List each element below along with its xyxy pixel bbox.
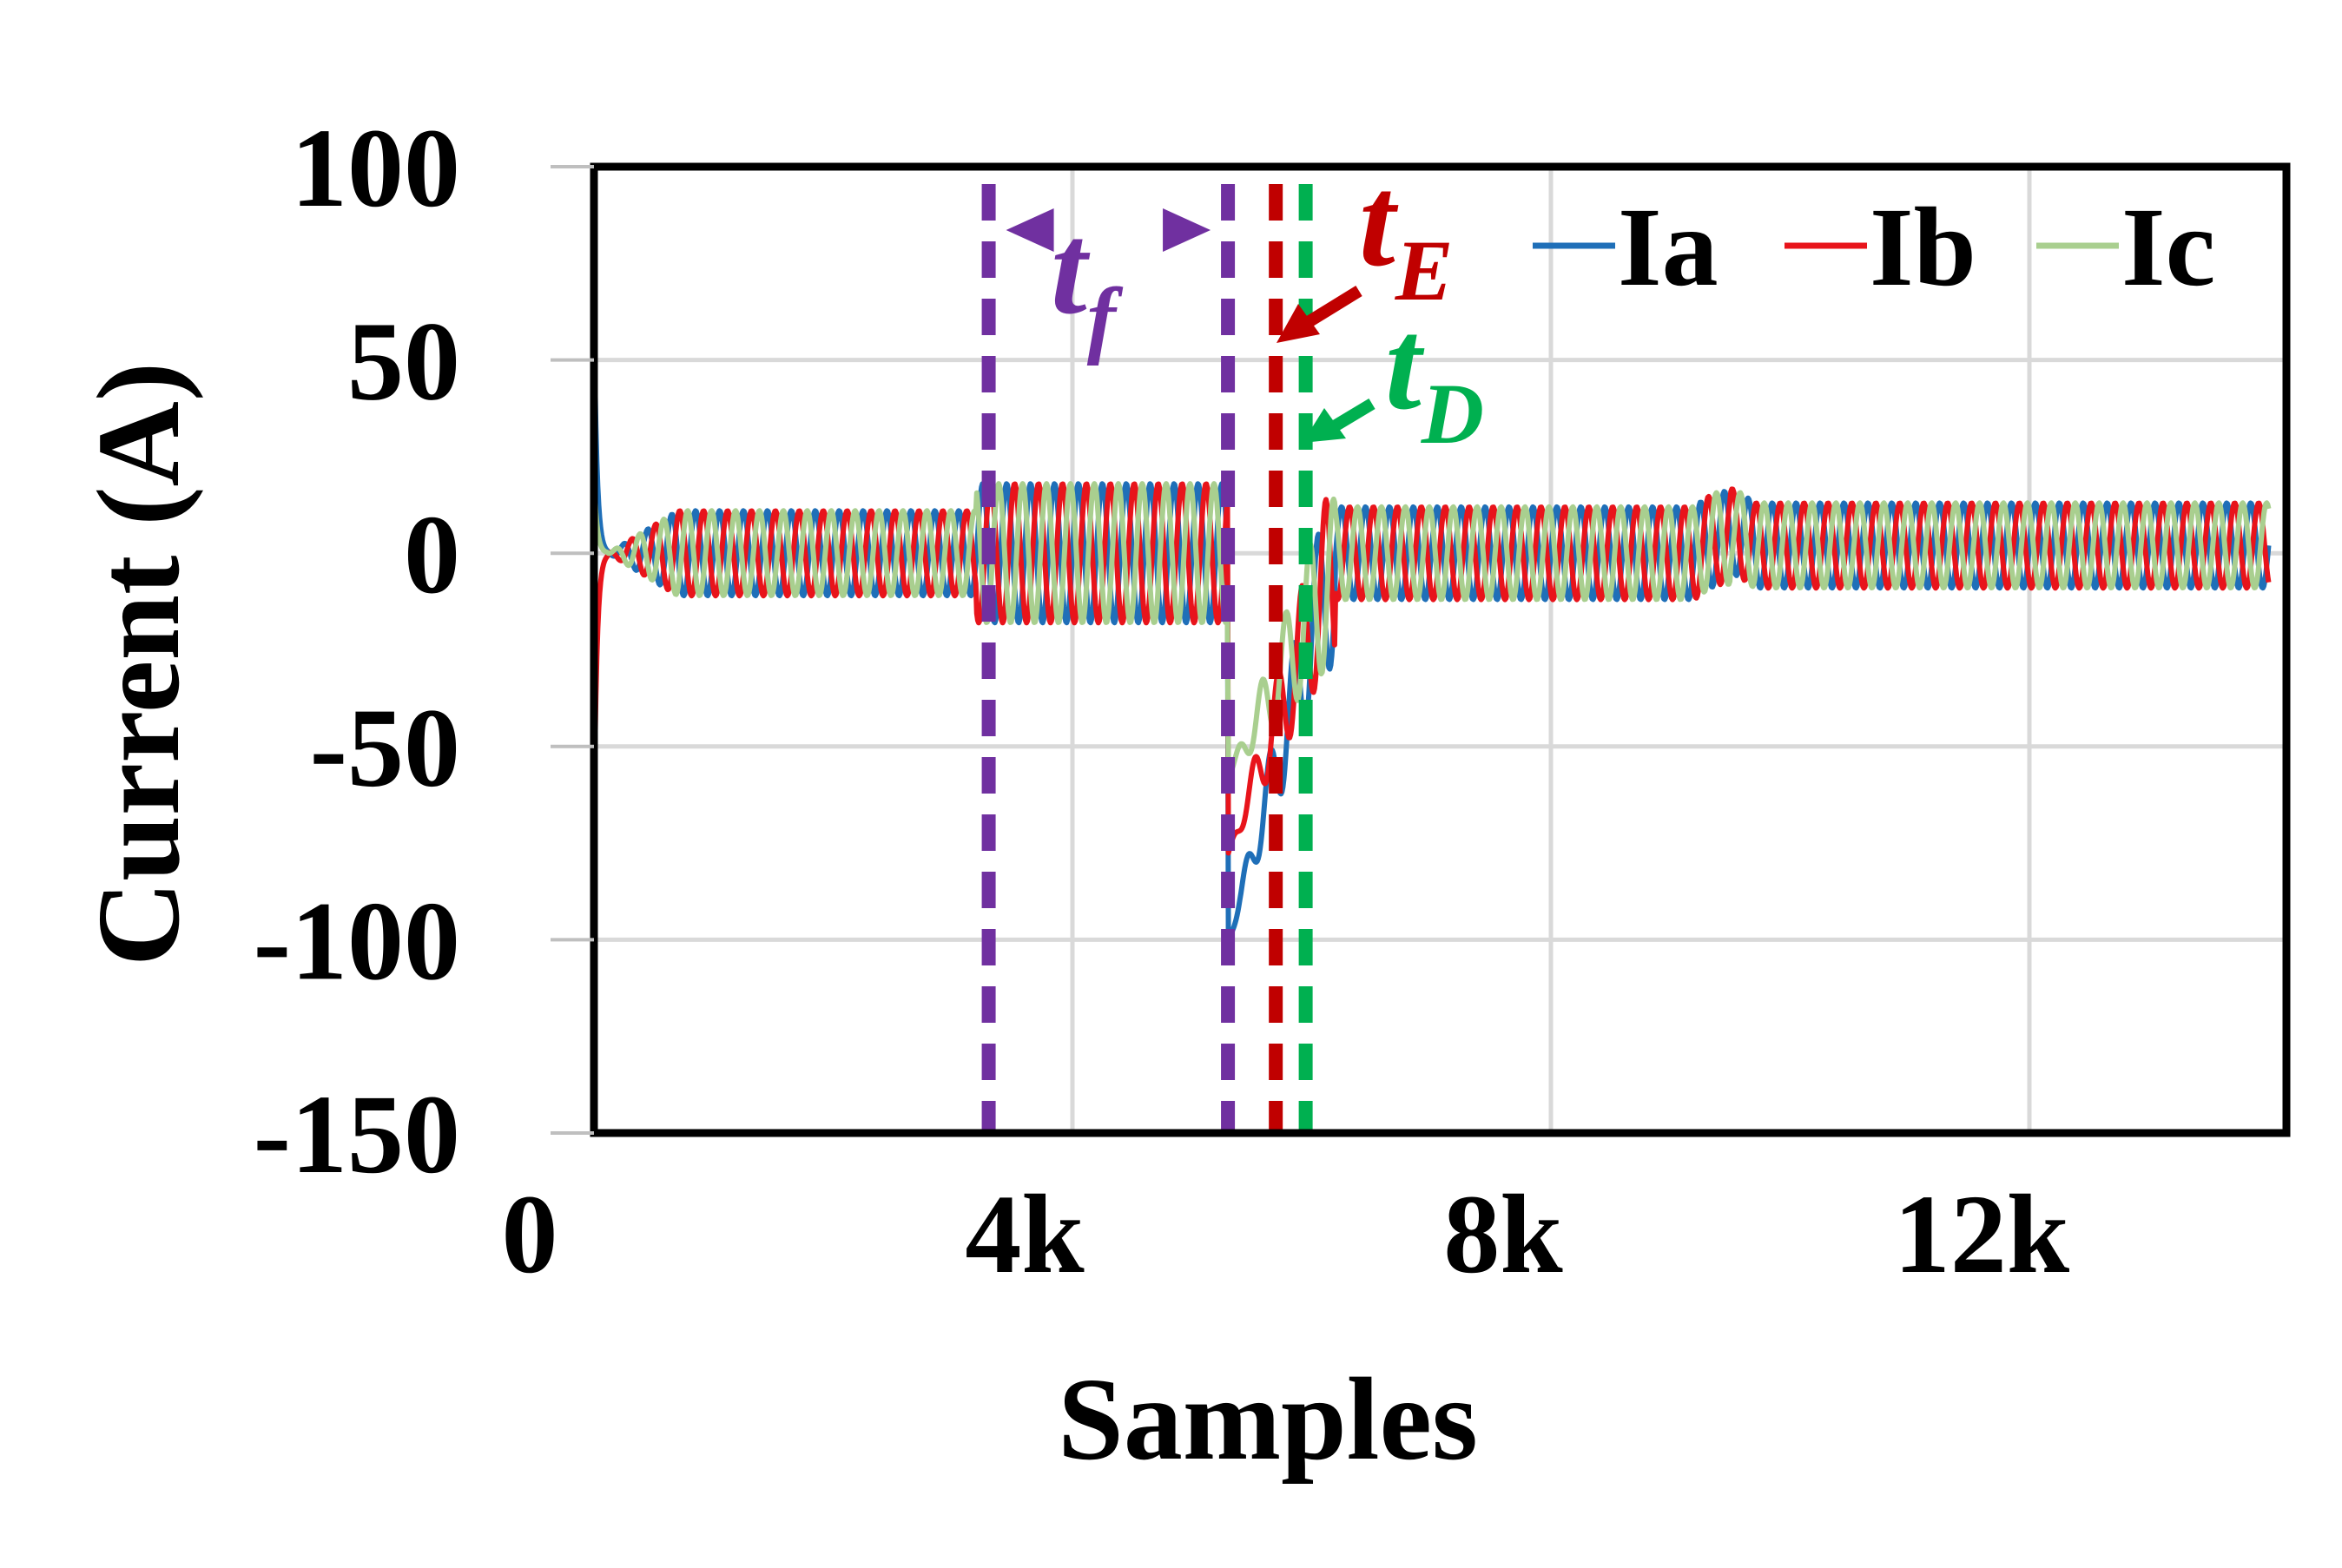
arrowhead-detect: [1303, 408, 1346, 443]
x-tick-label: 8k: [1443, 1172, 1563, 1297]
arrowhead-estimate: [1277, 304, 1320, 343]
series-line-ic: [591, 476, 2272, 780]
series-lines: [591, 313, 2272, 945]
series-line-ib: [591, 481, 2272, 856]
arrow-estimate: [1299, 286, 1362, 331]
legend-label: Ic: [2121, 185, 2215, 310]
annotation-tf: tf: [1051, 197, 1124, 366]
x-tick-label: 4k: [965, 1172, 1085, 1297]
x-tick-label: 0: [502, 1172, 558, 1297]
arrowhead-right: [1163, 208, 1211, 252]
x-ticks: 0 4k 8k 12k: [502, 1172, 2070, 1297]
legend-label: Ib: [1870, 185, 1976, 310]
x-tick-label: 12k: [1894, 1172, 2070, 1297]
arrow-detect: [1329, 398, 1376, 433]
annotation-tE: tE: [1359, 149, 1453, 319]
y-tick-label: -100: [254, 879, 460, 1004]
plot-frame: [590, 162, 2291, 1137]
y-axis-title: Current (A): [74, 362, 204, 966]
y-tick-label: 0: [404, 492, 460, 617]
y-tick-label: -150: [254, 1072, 460, 1197]
x-axis-title: Samples: [1058, 1354, 1478, 1485]
y-tick-label: -50: [310, 686, 460, 811]
series-line-ia: [591, 313, 2272, 945]
y-tick-label: 100: [291, 106, 460, 231]
arrowhead-left: [1006, 208, 1054, 252]
y-tick-label: 50: [347, 300, 460, 425]
y-ticks: 100 50 0 -50 -100 -150: [254, 106, 594, 1197]
legend-label: Ia: [1618, 185, 1719, 310]
annotation-tD: tD: [1385, 293, 1484, 462]
marker-lines: [981, 184, 1313, 1133]
legend: Ia Ib Ic: [1533, 185, 2215, 310]
